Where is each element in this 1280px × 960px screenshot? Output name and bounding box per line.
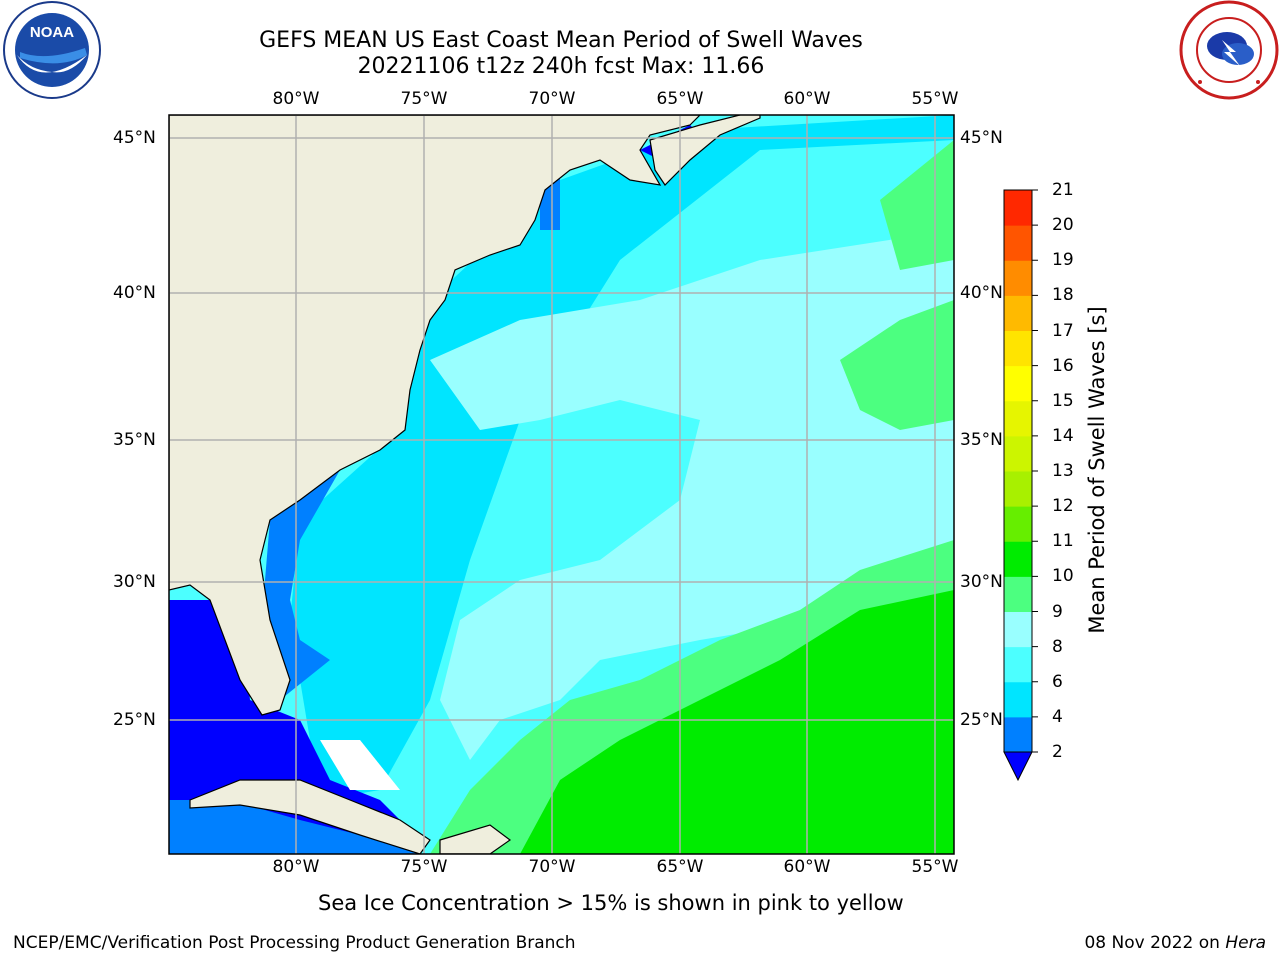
colorbar-tick-label: 19	[1052, 250, 1074, 271]
lon-label-top: 75°W	[400, 89, 448, 109]
colorbar-under-arrow	[1003, 751, 1033, 782]
lon-label-top: 70°W	[528, 89, 576, 109]
chart-title: GEFS MEAN US East Coast Mean Period of S…	[259, 28, 863, 53]
colorbar-tick-label: 21	[1052, 180, 1074, 200]
colorbar-tick-label: 8	[1052, 636, 1063, 657]
bahamas-white	[320, 740, 400, 790]
land-hispaniola	[439, 824, 512, 854]
lon-label-top: 55°W	[911, 89, 959, 109]
colorbar-tick-label: 20	[1052, 215, 1074, 236]
colorbar-segment	[1004, 681, 1032, 718]
land-nova-scotia	[649, 115, 761, 186]
colorbar-tick-label: 6	[1052, 671, 1063, 692]
footer-machine: Hera	[1225, 933, 1266, 953]
colorbar-segment	[1004, 716, 1032, 753]
graticule	[169, 115, 954, 854]
map-frame	[168, 114, 955, 855]
colorbar-segment	[1004, 506, 1032, 542]
colorbar-segment	[1004, 576, 1032, 612]
lat-label-right: 30°N	[960, 572, 1003, 592]
colorbar-tick-label: 16	[1052, 355, 1074, 376]
colorbar-tick-label: 9	[1052, 601, 1063, 622]
nearshore-cyan	[290, 115, 954, 800]
colorbar-tick-label: 14	[1052, 425, 1074, 446]
colorbar-tick-label: 13	[1052, 461, 1074, 481]
lat-label-left: 40°N	[113, 283, 156, 303]
lat-label-left: 30°N	[113, 572, 156, 592]
colorbar-tick-label: 15	[1052, 390, 1074, 411]
colorbar-segment	[1004, 471, 1032, 507]
colorbar-tick-label: 11	[1052, 531, 1074, 552]
colorbar-segment	[1004, 330, 1032, 367]
colorbar-segment	[1004, 190, 1032, 226]
lon-label-bottom: 65°W	[656, 857, 704, 877]
colorbar-tick-label: 10	[1052, 566, 1074, 587]
lon-label-bottom: 70°W	[528, 857, 576, 877]
swell-green-east	[840, 300, 954, 430]
lon-label-top: 65°W	[656, 89, 704, 109]
colorbar-segment	[1004, 225, 1032, 261]
colorbar-segment	[1004, 435, 1032, 472]
colorbar-segment	[1004, 611, 1032, 648]
lon-label-top: 60°W	[783, 89, 831, 109]
lon-label-bottom: 60°W	[783, 857, 831, 877]
land-north-america	[169, 115, 701, 716]
colorbar-segment	[1004, 646, 1032, 683]
lat-label-left: 25°N	[113, 710, 156, 730]
noaa-logo-text: NOAA	[30, 24, 74, 41]
lat-label-left: 45°N	[113, 128, 156, 148]
land-cuba	[189, 779, 431, 854]
lon-label-bottom: 80°W	[272, 857, 320, 877]
chart-subtitle: 20221106 t12z 240h fcst Max: 11.66	[357, 54, 765, 79]
colorbar-tick-label: 4	[1052, 706, 1063, 727]
noaa-logo-icon: NOAA	[3, 1, 101, 99]
colorbar-segment	[1004, 541, 1032, 577]
footer-date: 08 Nov 2022 on Hera	[1084, 933, 1266, 953]
colorbar-tick-label: 12	[1052, 496, 1074, 517]
lat-label-right: 45°N	[960, 128, 1003, 148]
coastal-blue	[260, 470, 340, 700]
footer-date-text: 08 Nov 2022 on	[1084, 933, 1226, 953]
lat-label-right: 40°N	[960, 283, 1003, 303]
colorbar-label: Mean Period of Swell Waves [s]	[1085, 306, 1109, 634]
colorbar-segment	[1004, 400, 1032, 437]
mid-light-cyan	[430, 230, 954, 760]
colorbar-segment	[1004, 365, 1032, 402]
lat-label-right: 25°N	[960, 710, 1003, 730]
colorbar-tick-label: 2	[1052, 742, 1063, 762]
footer-credit: NCEP/EMC/Verification Post Processing Pr…	[13, 933, 576, 953]
colorbar-segment	[1004, 260, 1032, 296]
sea-ice-note: Sea Ice Concentration > 15% is shown in …	[318, 891, 904, 915]
colorbar-tick-label: 17	[1052, 320, 1074, 341]
nws-logo-icon	[1179, 0, 1279, 100]
swell-green-dark	[520, 590, 954, 854]
lat-label-right: 35°N	[960, 430, 1003, 450]
colorbar-segment	[1004, 295, 1032, 331]
colorbar-tick-label: 18	[1052, 285, 1074, 306]
lon-label-bottom: 75°W	[400, 857, 448, 877]
lat-label-left: 35°N	[113, 430, 156, 450]
lon-label-top: 80°W	[272, 89, 320, 109]
lon-label-bottom: 55°W	[911, 857, 959, 877]
